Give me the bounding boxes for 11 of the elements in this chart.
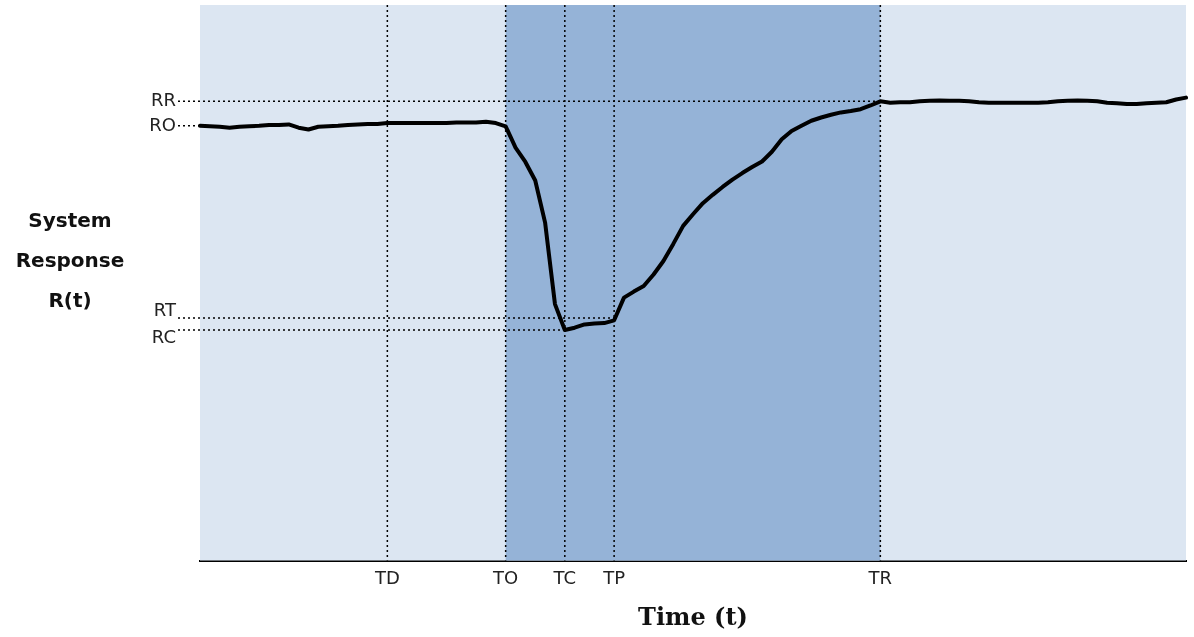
x-tick-label: TD (373, 567, 400, 589)
ref-line-label: RC (151, 325, 176, 347)
x-tick-label: TR (867, 567, 893, 589)
ref-line-label: RR (150, 88, 176, 110)
y-axis-title: System Response R(t) (14, 207, 126, 314)
x-tick-label: TP (602, 567, 626, 589)
x-axis-title: Time (t) (638, 601, 748, 631)
x-tick-label: TC (552, 567, 577, 589)
x-tick-label: TO (492, 567, 519, 589)
ref-line-label: RT (153, 298, 177, 320)
ref-line-label: RO (149, 113, 176, 135)
